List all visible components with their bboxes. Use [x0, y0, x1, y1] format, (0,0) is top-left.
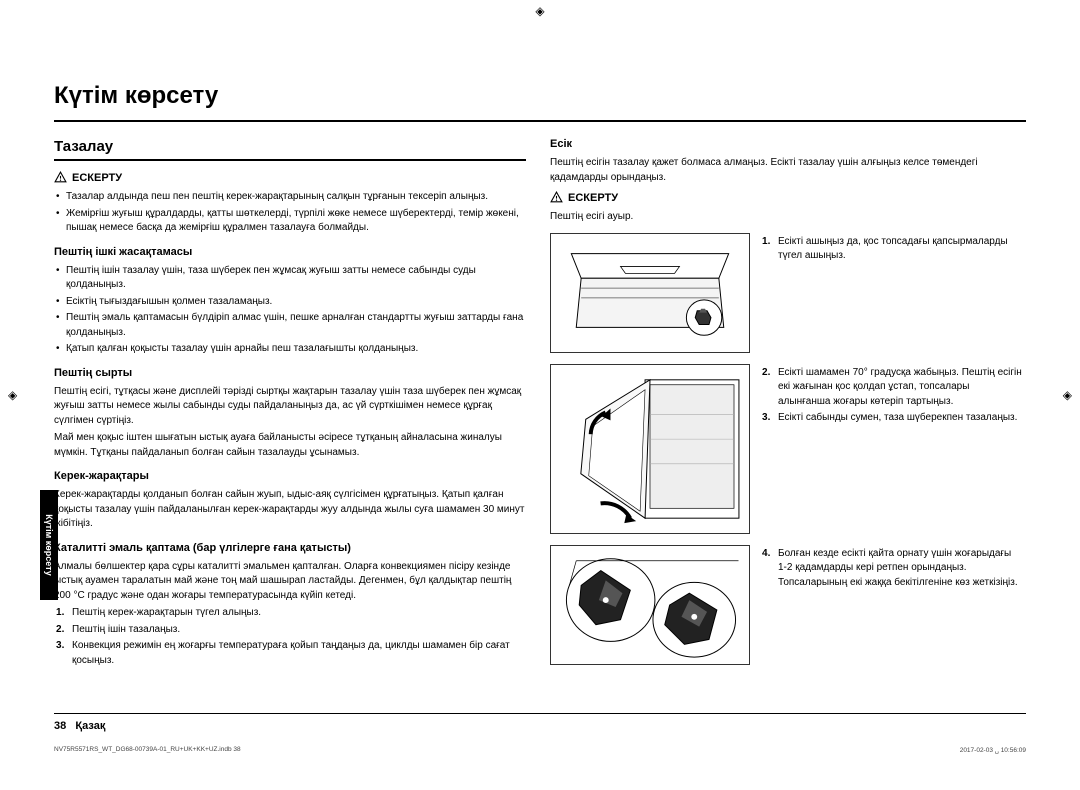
sub-exterior: Пештің сырты [54, 367, 526, 379]
paragraph: Пештің есігі ауыр. [550, 210, 1022, 225]
sub-door: Есік [550, 138, 1022, 150]
figure-1-text: Есікті ашыңыз да, қос топсадағы қапсырма… [760, 233, 1022, 266]
hinge-secure-illustration [550, 545, 750, 665]
list-item: Есікті ашыңыз да, қос топсадағы қапсырма… [760, 235, 1022, 264]
interior-list: Пештің ішін тазалау үшін, таза шүберек п… [54, 264, 526, 357]
step-list: Болған кезде есікті қайта орнату үшін жо… [760, 547, 1022, 591]
sub-catalytic: Каталитті эмаль қаптама (бар үлгілерге ғ… [54, 542, 526, 554]
warning-row: ЕСКЕРТУ [550, 191, 1022, 204]
figure-3 [550, 545, 750, 668]
list-item: Қатып қалған қоқысты тазалау үшін арнайы… [54, 342, 526, 357]
side-tab-label: Күтім көрсету [44, 514, 54, 576]
sub-accessories: Керек-жарақтары [54, 470, 526, 482]
figure-row-1: Есікті ашыңыз да, қос топсадағы қапсырма… [550, 233, 1022, 356]
crop-mark-top: ◈ [535, 4, 544, 18]
door-tilt-illustration [550, 364, 750, 534]
list-item: Болған кезде есікті қайта орнату үшін жо… [760, 547, 1022, 591]
warning-icon [54, 171, 67, 184]
figure-row-2: Есікті шамамен 70° градусқа жабыңыз. Пеш… [550, 364, 1022, 537]
list-item: Конвекция режимін ең жоғарғы температура… [54, 639, 526, 668]
figure-1 [550, 233, 750, 356]
left-column: Тазалау ЕСКЕРТУ Тазалар алдында пеш пен … [54, 138, 526, 676]
warning-list: Тазалар алдында пеш пен пештің керек-жар… [54, 190, 526, 236]
warning-row: ЕСКЕРТУ [54, 171, 526, 184]
paragraph: Май мен қоқыс іштен шығатын ыстық ауаға … [54, 431, 526, 460]
page-footer: 38 Қазақ [54, 713, 1026, 732]
doc-timestamp: 2017-02-03 ␣ 10:56:09 [960, 746, 1026, 754]
list-item: Пештің эмаль қаптамасын бүлдіріп алмас ү… [54, 311, 526, 340]
list-item: Тазалар алдында пеш пен пештің керек-жар… [54, 190, 526, 205]
figure-2-text: Есікті шамамен 70° градусқа жабыңыз. Пеш… [760, 364, 1022, 428]
figure-row-3: Болған кезде есікті қайта орнату үшін жо… [550, 545, 1022, 668]
page-lang: Қазақ [75, 720, 105, 732]
warning-label: ЕСКЕРТУ [568, 192, 618, 204]
section-cleaning: Тазалау [54, 138, 526, 161]
figure-2 [550, 364, 750, 537]
list-item: Жемірғіш жуғыш құралдарды, қатты шөткеле… [54, 207, 526, 236]
list-item: Есікті шамамен 70° градусқа жабыңыз. Пеш… [760, 366, 1022, 410]
step-list: Есікті ашыңыз да, қос топсадағы қапсырма… [760, 235, 1022, 264]
paragraph: Пештің есігін тазалау қажет болмаса алма… [550, 156, 1022, 185]
paragraph: Алмалы бөлшектер қара сұры каталитті эма… [54, 560, 526, 604]
list-item: Есіктің тығыздағышын қолмен тазаламаңыз. [54, 295, 526, 310]
list-item: Есікті сабынды сумен, таза шүберекпен та… [760, 411, 1022, 426]
list-item: Пештің ішін тазалау үшін, таза шүберек п… [54, 264, 526, 293]
footer-meta: NV75R5571RS_WT_DG68-00739A-01_RU+UK+KK+U… [54, 746, 1026, 754]
catalytic-steps: Пештің керек-жарақтарын түгел алыңыз. Пе… [54, 606, 526, 668]
page-content: Күтім көрсету Тазалау ЕСКЕРТУ Тазалар ал… [54, 20, 1026, 760]
paragraph: Пештің есігі, тұтқасы және дисплейі тәрі… [54, 385, 526, 429]
paragraph: Керек-жарақтарды қолданып болған сайын ж… [54, 488, 526, 532]
crop-mark-right: ◈ [1063, 388, 1072, 402]
list-item: Пештің ішін тазалаңыз. [54, 623, 526, 638]
title-rule [54, 120, 1026, 122]
doc-ref: NV75R5571RS_WT_DG68-00739A-01_RU+UK+KK+U… [54, 746, 241, 754]
figure-3-text: Болған кезде есікті қайта орнату үшін жо… [760, 545, 1022, 593]
warning-label: ЕСКЕРТУ [72, 172, 122, 184]
door-open-illustration [550, 233, 750, 353]
list-item: Пештің керек-жарақтарын түгел алыңыз. [54, 606, 526, 621]
step-list: Есікті шамамен 70° градусқа жабыңыз. Пеш… [760, 366, 1022, 426]
two-column-layout: Тазалау ЕСКЕРТУ Тазалар алдында пеш пен … [54, 138, 1026, 676]
warning-icon [550, 191, 563, 204]
right-column: Есік Пештің есігін тазалау қажет болмаса… [550, 138, 1022, 676]
page-number: 38 [54, 720, 66, 732]
sub-interior: Пештің ішкі жасақтамасы [54, 246, 526, 258]
crop-mark-left: ◈ [8, 388, 17, 402]
page-title: Күтім көрсету [54, 82, 1026, 110]
